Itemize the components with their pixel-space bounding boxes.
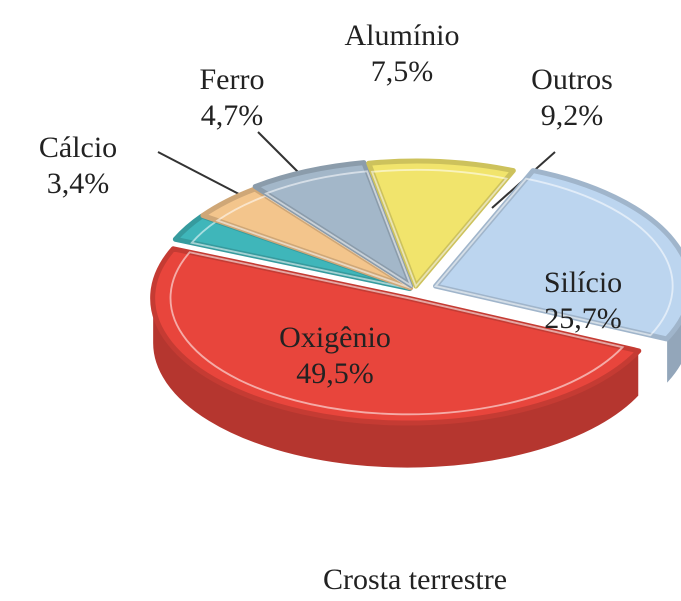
slice-label: Outros [531,63,613,96]
slice-value-label: 7,5% [371,55,434,88]
slice-label: Alumínio [344,19,459,52]
slice [252,160,414,289]
slice-value-label: 25,7% [544,302,622,335]
slice-label: Cálcio [39,131,117,164]
slice-label: Ferro [200,63,265,96]
slice-value-label: 4,7% [201,99,264,132]
slice-highlight [264,170,413,288]
slice-label: Silício [544,266,622,299]
slice-highlight [433,177,674,337]
slice-value-label: 9,2% [541,99,604,132]
slice-value-label: 49,5% [296,357,374,390]
slice-label: Oxigênio [279,321,391,354]
slice-highlight [370,168,509,288]
pie [150,158,681,469]
slice-highlight [169,251,625,416]
slice [366,158,516,289]
slice-value-label: 3,4% [47,167,110,200]
chart-title: Crosta terrestre [323,563,507,596]
slice [150,246,642,426]
